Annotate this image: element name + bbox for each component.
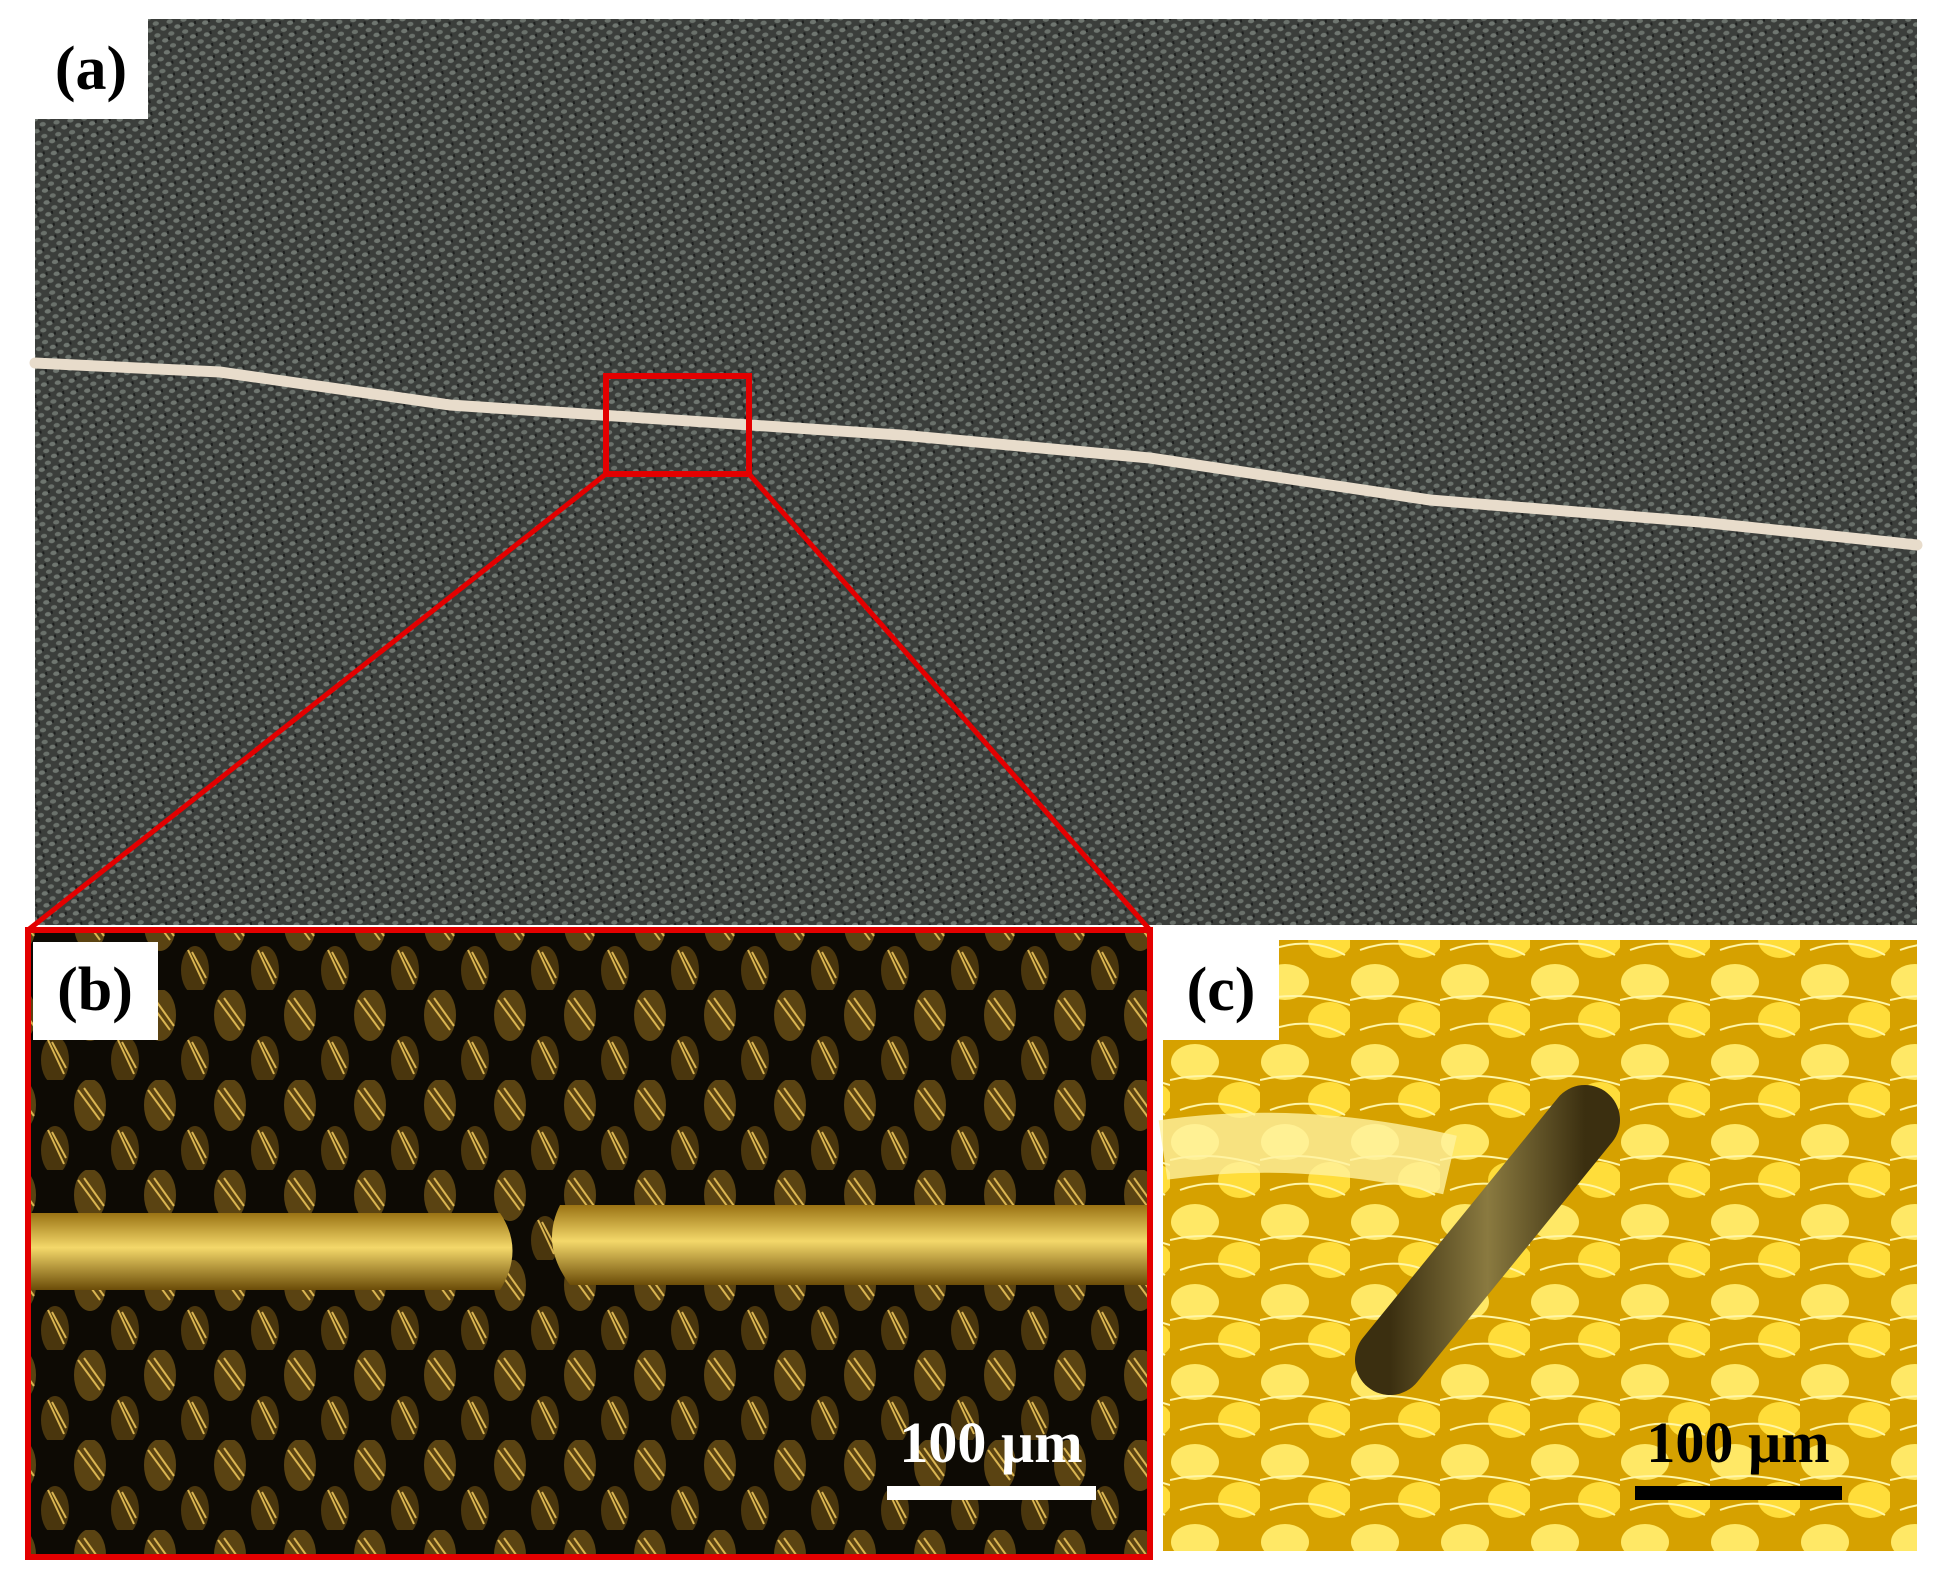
embedded-wire xyxy=(29,357,1923,551)
panel-b: (b) 100 µm xyxy=(25,927,1153,1560)
scale-bar xyxy=(1635,1486,1842,1500)
wire-segment xyxy=(552,1205,1147,1285)
scale-bar xyxy=(887,1486,1096,1500)
fabric-photo xyxy=(35,19,1917,925)
scale-bar-label: 100 µm xyxy=(899,1410,1082,1475)
scale-bar-label: 100 µm xyxy=(1646,1410,1829,1475)
fiber-bundle xyxy=(1158,1112,1457,1195)
label-background xyxy=(1163,940,1279,1040)
wire-segment xyxy=(1355,1085,1620,1395)
panel-a: (a) xyxy=(29,19,1923,925)
wire-segment xyxy=(31,1213,513,1290)
panel-label: (a) xyxy=(55,35,127,103)
panel-label: (b) xyxy=(57,956,133,1024)
label-background xyxy=(33,942,158,1040)
zoom-line xyxy=(26,472,608,932)
micrograph xyxy=(1163,940,1917,1551)
zoom-line xyxy=(747,472,1152,932)
panel-label: (c) xyxy=(1187,956,1256,1024)
panel-c: (c) 100 µm xyxy=(1158,940,1917,1551)
zoom-box xyxy=(603,373,752,477)
panel-border xyxy=(25,927,1153,1560)
label-background xyxy=(35,19,148,119)
